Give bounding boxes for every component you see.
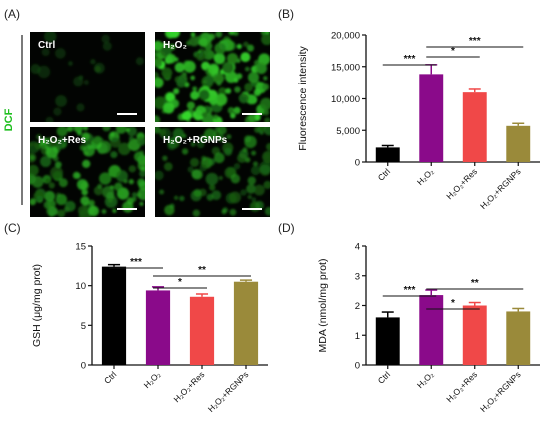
panel-label-b: (B) — [278, 7, 294, 21]
x-tick-label: H₂O₂+RGNPs — [478, 369, 523, 414]
significance-label: * — [451, 46, 455, 57]
y-axis-label: GSH (μg/mg prot) — [31, 264, 43, 347]
bar-4 — [506, 125, 531, 162]
bar-3 — [462, 305, 487, 365]
chart-d: 0 1 2 3 4 MDA (nmol/mg prot) Ctrl H₂O₂ H₂O₂+ResH… — [317, 242, 540, 414]
y-tick-label: 0 — [355, 158, 360, 169]
bar-1 — [101, 266, 127, 365]
bar-2 — [419, 295, 444, 365]
y-tick-label: 4 — [355, 242, 360, 253]
micrograph-4: H₂O₂+RGNPs — [155, 127, 270, 217]
x-tick-label: H₂O₂+Res — [444, 369, 479, 404]
significance-label: *** — [130, 257, 142, 268]
micrograph-label: H₂O₂ — [163, 40, 187, 51]
y-tick-label: 15 — [75, 242, 86, 253]
significance-label: * — [451, 298, 455, 309]
significance-label: *** — [404, 285, 416, 296]
x-tick-label: H₂O₂+RGNPs — [206, 369, 251, 414]
y-tick-label: 1 — [355, 331, 360, 342]
x-tick-label: H₂O₂ — [415, 369, 436, 390]
micrograph-1: Ctrl — [30, 32, 145, 122]
significance-label: *** — [404, 54, 416, 65]
bar-1 — [375, 317, 400, 365]
micrograph-3: H₂O₂+Res — [30, 127, 145, 217]
x-tick-label: H₂O₂+Res — [171, 369, 206, 404]
y-tick-label: 15,000 — [331, 62, 360, 73]
micrograph-grid: DCF Ctrl H₂O₂ H₂O₂+Res H₂O₂+RGNPs — [3, 32, 270, 217]
y-tick-label: 5 — [81, 321, 86, 332]
y-tick-label: 20,000 — [331, 31, 360, 42]
dcf-label: DCF — [3, 108, 15, 131]
y-tick-label: 5,000 — [336, 126, 360, 137]
chart-b: 0 5,000 10,000 15,000 20,000 Fluorescence int… — [297, 31, 540, 211]
bar-3 — [189, 296, 215, 365]
x-tick-label: Ctrl — [376, 369, 392, 385]
micrograph-label: H₂O₂+RGNPs — [163, 135, 228, 146]
x-tick-label: Ctrl — [102, 369, 118, 385]
panel-label-c: (C) — [4, 221, 21, 235]
panel-label-a: (A) — [4, 7, 20, 21]
y-axis-label: MDA (nmol/mg prot) — [317, 259, 329, 353]
y-tick-label: 0 — [81, 361, 86, 372]
bar-2 — [419, 74, 444, 162]
x-tick-label: H₂O₂+RGNPs — [478, 166, 523, 211]
x-tick-label: H₂O₂+Res — [444, 166, 479, 201]
y-axis-label: Fluorescence intensity — [297, 46, 309, 151]
significance-label: ** — [198, 265, 206, 276]
bar-2 — [145, 290, 171, 365]
y-tick-label: 2 — [355, 301, 360, 312]
y-tick-label: 10 — [75, 281, 86, 292]
significance-label: ** — [471, 278, 479, 289]
panel-label-d: (D) — [278, 221, 295, 235]
y-tick-label: 10,000 — [331, 94, 360, 105]
significance-label: *** — [469, 36, 481, 47]
chart-c: 0 5 10 15 GSH (μg/mg prot) Ctrl H₂O₂ H₂O₂+Res H₂… — [31, 242, 268, 414]
bar-3 — [462, 92, 487, 162]
micrograph-label: Ctrl — [38, 40, 55, 51]
bar-4 — [233, 281, 259, 365]
y-tick-label: 0 — [355, 361, 360, 372]
significance-label: * — [178, 277, 182, 288]
x-tick-label: H₂O₂ — [142, 369, 163, 390]
micrograph-label: H₂O₂+Res — [38, 135, 87, 146]
x-tick-label: Ctrl — [376, 166, 392, 182]
y-tick-label: 3 — [355, 271, 360, 282]
bar-4 — [506, 311, 531, 365]
micrograph-2: H₂O₂ — [155, 32, 270, 122]
bar-1 — [375, 147, 400, 162]
x-tick-label: H₂O₂ — [415, 166, 436, 187]
